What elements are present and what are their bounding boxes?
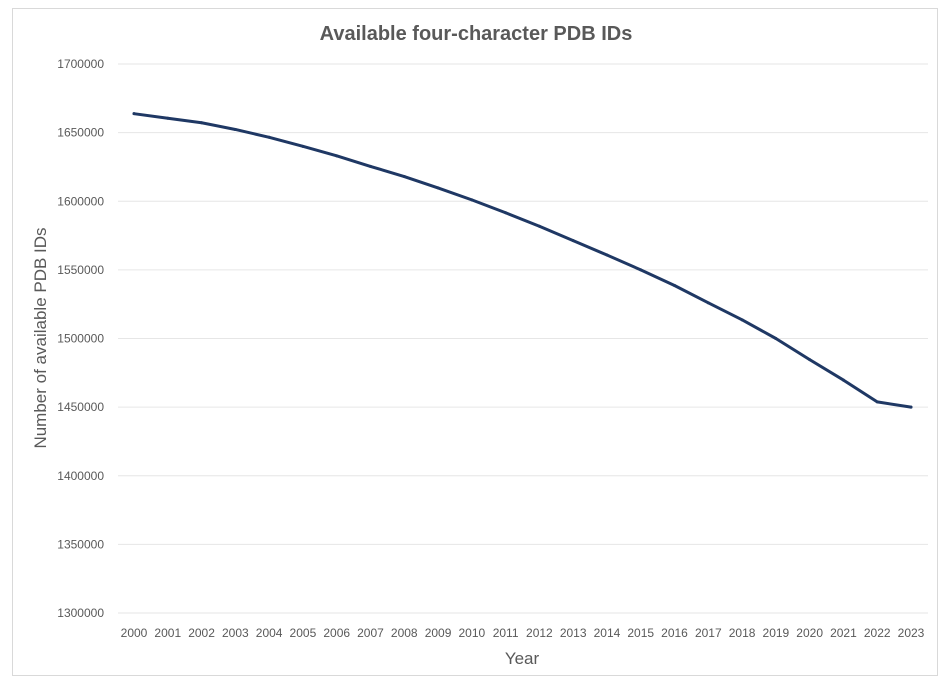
x-tick-label: 2017 bbox=[695, 626, 722, 640]
y-axis-title: Number of available PDB IDs bbox=[31, 227, 50, 448]
data-point bbox=[639, 268, 643, 272]
data-point bbox=[436, 186, 440, 190]
y-tick-label: 1550000 bbox=[57, 263, 104, 277]
data-point bbox=[301, 144, 305, 148]
y-tick-label: 1650000 bbox=[57, 126, 104, 140]
data-point bbox=[132, 112, 136, 116]
y-tick-label: 1450000 bbox=[57, 400, 104, 414]
data-point bbox=[808, 358, 812, 362]
data-point bbox=[706, 301, 710, 305]
x-tick-label: 2005 bbox=[290, 626, 317, 640]
x-tick-label: 2000 bbox=[121, 626, 148, 640]
gridlines bbox=[118, 63, 928, 614]
x-tick-label: 2009 bbox=[425, 626, 452, 640]
data-point bbox=[605, 253, 609, 257]
data-point bbox=[470, 198, 474, 202]
data-point bbox=[673, 284, 677, 288]
x-tick-label: 2014 bbox=[594, 626, 621, 640]
data-point bbox=[335, 154, 339, 158]
x-tick-label: 2008 bbox=[391, 626, 418, 640]
x-tick-label: 2002 bbox=[188, 626, 215, 640]
y-tick-label: 1500000 bbox=[57, 332, 104, 346]
series-layer bbox=[132, 112, 913, 409]
chart-title: Available four-character PDB IDs bbox=[320, 23, 633, 45]
y-tick-label: 1350000 bbox=[57, 537, 104, 551]
data-point bbox=[537, 224, 541, 228]
y-tick-label: 1400000 bbox=[57, 469, 104, 483]
x-axis-ticks: 2000 2001 2002 2003 2004 2005 2006 2007 2008 2009… bbox=[121, 626, 925, 640]
series-line bbox=[132, 112, 913, 409]
data-point bbox=[267, 135, 271, 139]
y-tick-label: 1600000 bbox=[57, 194, 104, 208]
data-point bbox=[368, 164, 372, 168]
x-axis-title: Year bbox=[505, 649, 540, 668]
y-tick-label: 1700000 bbox=[57, 57, 104, 71]
x-tick-label: 2022 bbox=[864, 626, 891, 640]
x-tick-label: 2011 bbox=[493, 626, 519, 640]
x-tick-label: 2006 bbox=[323, 626, 350, 640]
x-tick-label: 2016 bbox=[661, 626, 688, 640]
x-tick-label: 2021 bbox=[830, 626, 857, 640]
x-tick-label: 2015 bbox=[627, 626, 654, 640]
data-point bbox=[774, 337, 778, 340]
x-tick-label: 2007 bbox=[357, 626, 384, 640]
data-point bbox=[841, 378, 845, 382]
y-axis-ticks: 1300000 1350000 1400000 1450000 1500000 15500… bbox=[57, 57, 104, 620]
data-point bbox=[200, 121, 204, 125]
x-tick-label: 2018 bbox=[729, 626, 756, 640]
x-tick-label: 2010 bbox=[458, 626, 485, 640]
x-tick-label: 2013 bbox=[560, 626, 587, 640]
x-tick-label: 2001 bbox=[154, 626, 181, 640]
data-point bbox=[571, 239, 575, 243]
data-point bbox=[402, 175, 406, 179]
data-point bbox=[166, 116, 170, 120]
data-point bbox=[875, 400, 879, 404]
data-point bbox=[233, 127, 237, 131]
data-point bbox=[909, 405, 913, 409]
x-tick-label: 2012 bbox=[526, 626, 553, 640]
x-tick-label: 2020 bbox=[796, 626, 823, 640]
data-point bbox=[504, 211, 508, 215]
x-tick-label: 2019 bbox=[763, 626, 790, 640]
x-tick-label: 2023 bbox=[898, 626, 925, 640]
x-tick-label: 2004 bbox=[256, 626, 283, 640]
x-tick-label: 2003 bbox=[222, 626, 249, 640]
y-tick-label: 1300000 bbox=[57, 606, 104, 620]
data-point bbox=[740, 318, 744, 322]
